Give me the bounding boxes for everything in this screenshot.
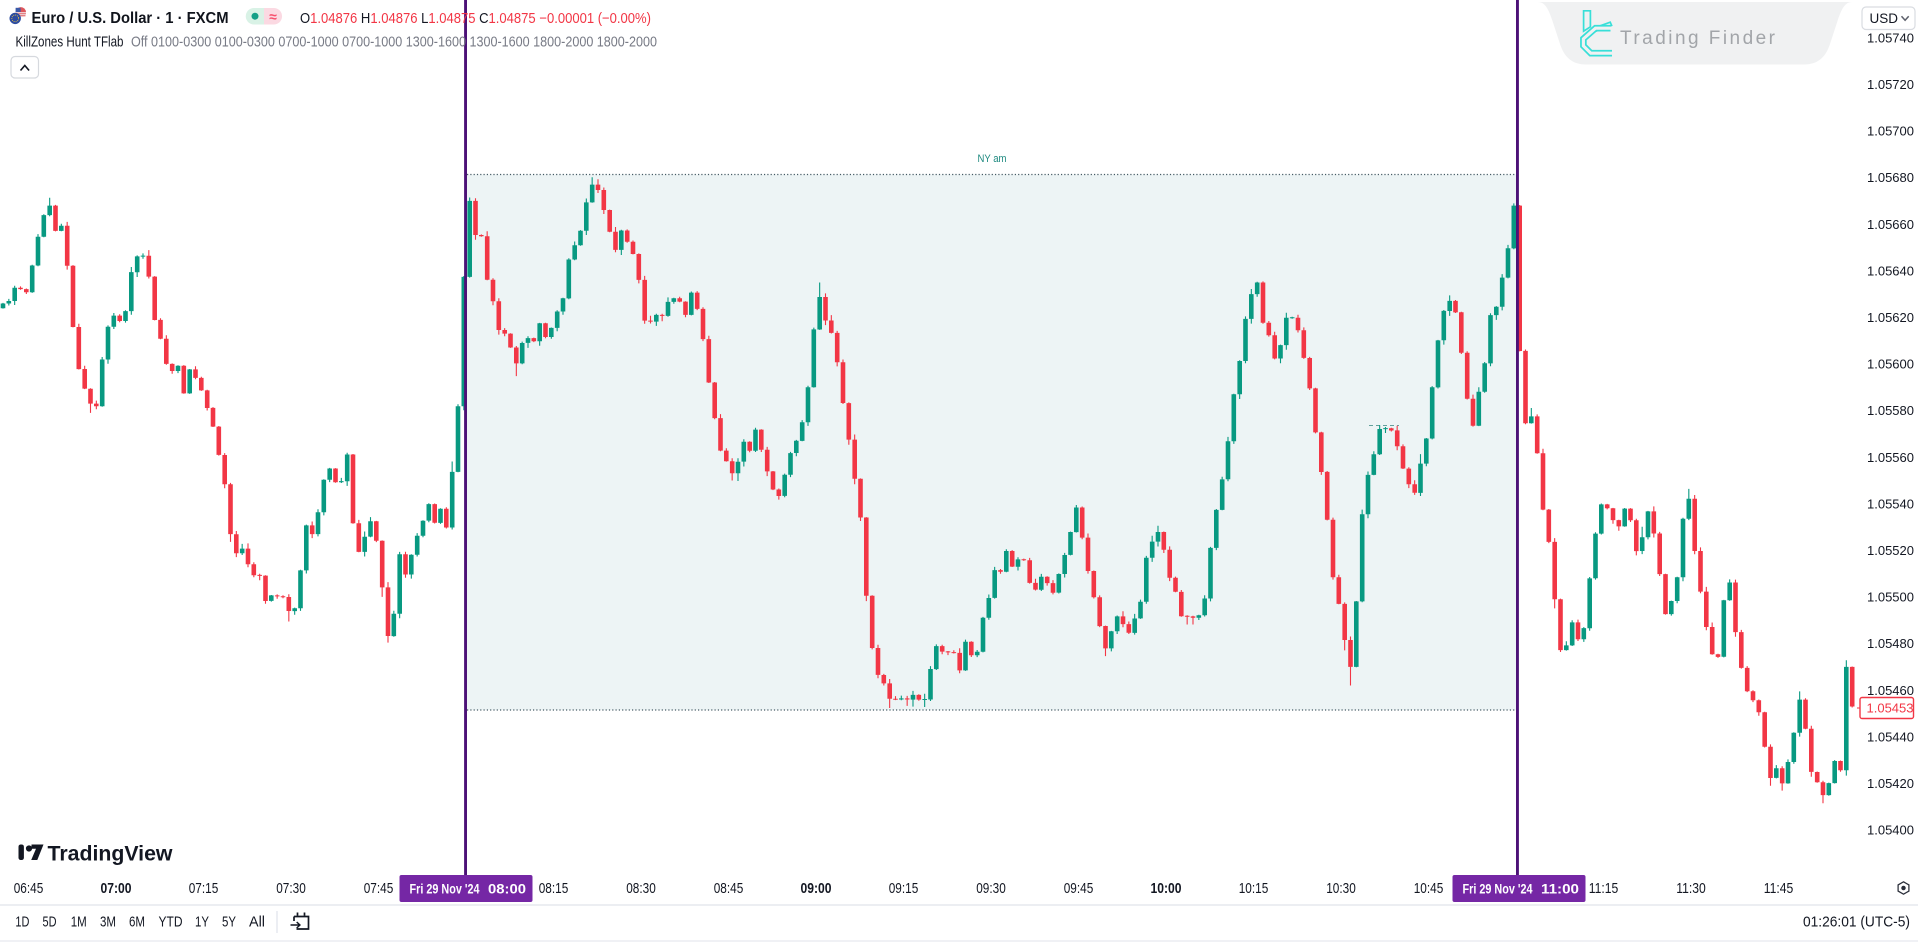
svg-text:11:15: 11:15	[1589, 880, 1619, 897]
svg-text:TradingView: TradingView	[48, 843, 174, 866]
svg-text:07:00: 07:00	[101, 880, 132, 897]
svg-text:09:15: 09:15	[889, 880, 919, 897]
svg-text:Fri 29 Nov '24: Fri 29 Nov '24	[1463, 882, 1533, 897]
svg-text:Euro / U.S. Dollar · 1 · FXCM: Euro / U.S. Dollar · 1 · FXCM	[32, 10, 229, 27]
svg-text:08:00: 08:00	[488, 882, 526, 897]
svg-text:5D: 5D	[43, 914, 57, 931]
svg-text:07:15: 07:15	[189, 880, 219, 897]
svg-text:09:45: 09:45	[1064, 880, 1094, 897]
svg-text:Off 0100-0300 0100-0300 0700-1: Off 0100-0300 0100-0300 0700-1000 0700-1…	[131, 35, 657, 51]
svg-text:1.05580: 1.05580	[1867, 403, 1914, 418]
svg-text:1.05640: 1.05640	[1867, 263, 1914, 278]
svg-text:NY am: NY am	[978, 153, 1007, 165]
svg-text:1D: 1D	[15, 914, 29, 931]
svg-text:1.05500: 1.05500	[1867, 590, 1914, 605]
svg-text:1.05740: 1.05740	[1867, 30, 1914, 45]
svg-text:1.05480: 1.05480	[1867, 636, 1914, 651]
svg-text:01:26:01 (UTC-5): 01:26:01 (UTC-5)	[1803, 914, 1910, 931]
svg-text:10:00: 10:00	[1151, 880, 1182, 897]
svg-text:O1.04876 H1.04876 L1.04875 C1.: O1.04876 H1.04876 L1.04875 C1.04875 −0.0…	[300, 11, 651, 27]
svg-text:1Y: 1Y	[195, 914, 209, 931]
svg-text:1.05700: 1.05700	[1867, 124, 1914, 139]
svg-text:06:45: 06:45	[14, 880, 44, 897]
svg-text:11:00: 11:00	[1541, 882, 1579, 897]
svg-text:10:45: 10:45	[1414, 880, 1444, 897]
svg-text:1.05660: 1.05660	[1867, 217, 1914, 232]
svg-text:11:45: 11:45	[1764, 880, 1794, 897]
svg-text:1.05680: 1.05680	[1867, 170, 1914, 185]
svg-text:Trading Finder: Trading Finder	[1620, 28, 1776, 49]
svg-text:≈: ≈	[269, 9, 277, 25]
svg-text:07:30: 07:30	[276, 880, 306, 897]
svg-text:1.05620: 1.05620	[1867, 310, 1914, 325]
svg-text:09:00: 09:00	[801, 880, 832, 897]
svg-text:1.05520: 1.05520	[1867, 543, 1914, 558]
svg-text:All: All	[249, 914, 265, 931]
svg-text:Fri 29 Nov '24: Fri 29 Nov '24	[410, 882, 480, 897]
svg-text:1.05600: 1.05600	[1867, 357, 1914, 372]
svg-text:08:30: 08:30	[626, 880, 656, 897]
svg-text:1.05560: 1.05560	[1867, 450, 1914, 465]
svg-text:1.05720: 1.05720	[1867, 77, 1914, 92]
svg-text:10:30: 10:30	[1326, 880, 1356, 897]
svg-text:1.05453: 1.05453	[1867, 701, 1914, 716]
svg-text:08:15: 08:15	[539, 880, 569, 897]
svg-text:09:30: 09:30	[976, 880, 1006, 897]
svg-text:3M: 3M	[100, 914, 116, 931]
svg-text:1.05440: 1.05440	[1867, 729, 1914, 744]
svg-text:10:15: 10:15	[1239, 880, 1269, 897]
svg-text:KillZones Hunt TFlab: KillZones Hunt TFlab	[16, 35, 124, 51]
svg-text:07:45: 07:45	[364, 880, 394, 897]
svg-text:USD: USD	[1870, 11, 1899, 26]
svg-text:11:30: 11:30	[1676, 880, 1706, 897]
svg-text:1.05400: 1.05400	[1867, 823, 1914, 838]
svg-text:YTD: YTD	[159, 914, 183, 931]
svg-text:08:45: 08:45	[714, 880, 744, 897]
svg-text:6M: 6M	[129, 914, 145, 931]
svg-text:1.05540: 1.05540	[1867, 496, 1914, 511]
svg-text:1M: 1M	[71, 914, 87, 931]
svg-text:1.05420: 1.05420	[1867, 776, 1914, 791]
svg-text:1.05460: 1.05460	[1867, 683, 1914, 698]
svg-text:5Y: 5Y	[222, 914, 236, 931]
